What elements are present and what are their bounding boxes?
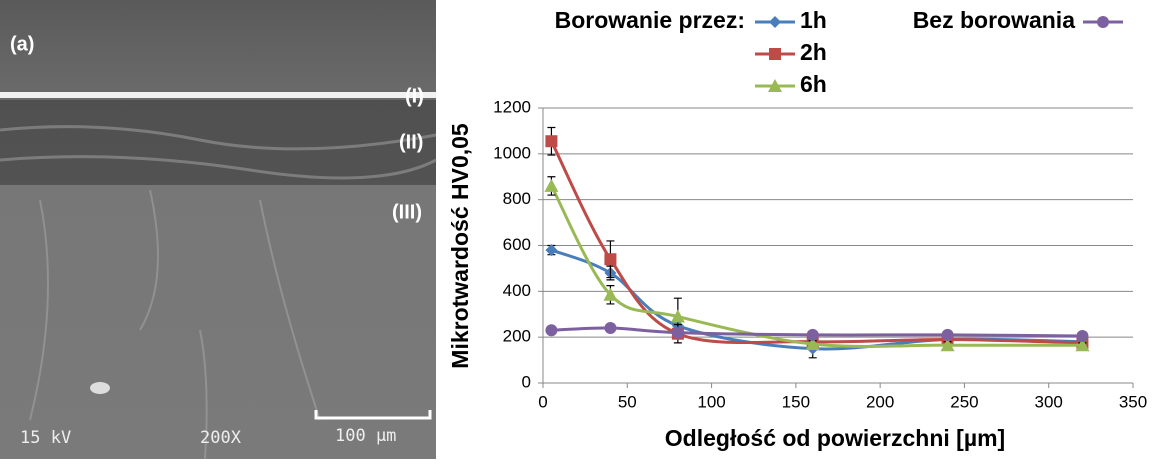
marker [940, 338, 955, 352]
legend-label: 6h [800, 71, 827, 97]
legend-label: 1h [800, 7, 827, 33]
marker [941, 328, 954, 341]
x-axis-title: Odległość od powierzchni [µm] [665, 425, 1005, 451]
marker [604, 253, 617, 266]
x-tick-label: 200 [866, 392, 894, 411]
magnification-label: 200X [200, 428, 242, 448]
y-tick-label: 800 [503, 189, 531, 208]
x-tick-label: 0 [538, 392, 547, 411]
sem-image: (a) (I) (II) (III) 15 kV 200X 100 µm [0, 0, 437, 460]
marker [670, 309, 685, 323]
x-tick-label: 350 [1119, 392, 1147, 411]
y-tick-label: 600 [503, 235, 531, 254]
sem-surface-line [0, 92, 436, 98]
legend-label: Bez borowania [913, 7, 1076, 33]
marker [604, 322, 617, 334]
layer-label: (I) [405, 85, 424, 107]
marker [769, 16, 781, 28]
x-tick-label: 150 [782, 392, 810, 411]
y-tick-label: 1000 [493, 143, 531, 162]
marker [806, 328, 819, 341]
series-line [550, 140, 1083, 345]
voltage-label: 15 kV [20, 428, 71, 448]
y-tick-label: 0 [522, 372, 531, 391]
marker [545, 324, 558, 337]
sem-particle [90, 382, 110, 394]
marker [768, 79, 782, 92]
sem-texture [0, 125, 437, 180]
sem-background [0, 0, 436, 459]
marker [545, 244, 558, 257]
x-tick-label: 50 [618, 392, 637, 411]
y-axis-title: Mikrotwardość HV0,05 [447, 123, 473, 369]
legend-label: 2h [800, 39, 827, 65]
scale-bar [314, 410, 432, 420]
y-tick-label: 200 [503, 327, 531, 346]
x-tick-label: 100 [697, 392, 725, 411]
x-tick-label: 250 [950, 392, 978, 411]
panel-label: (a) [10, 33, 34, 55]
layer-label: (III) [392, 201, 422, 223]
series-line [550, 185, 1083, 348]
marker [671, 326, 684, 339]
y-tick-label: 1200 [493, 97, 531, 116]
marker [1075, 338, 1090, 352]
marker [769, 48, 781, 60]
sem-grain-boundaries [29, 189, 321, 460]
marker [1076, 330, 1089, 343]
marker [1097, 16, 1109, 28]
legend-title: Borowanie przez: [555, 7, 745, 33]
x-tick-label: 300 [1035, 392, 1063, 411]
marker [544, 178, 559, 192]
y-tick-label: 400 [503, 281, 531, 300]
marker [603, 287, 618, 301]
marker [545, 135, 558, 148]
layer-label: (II) [399, 131, 423, 153]
marker [805, 337, 820, 351]
scale-bar-label: 100 µm [335, 426, 396, 446]
